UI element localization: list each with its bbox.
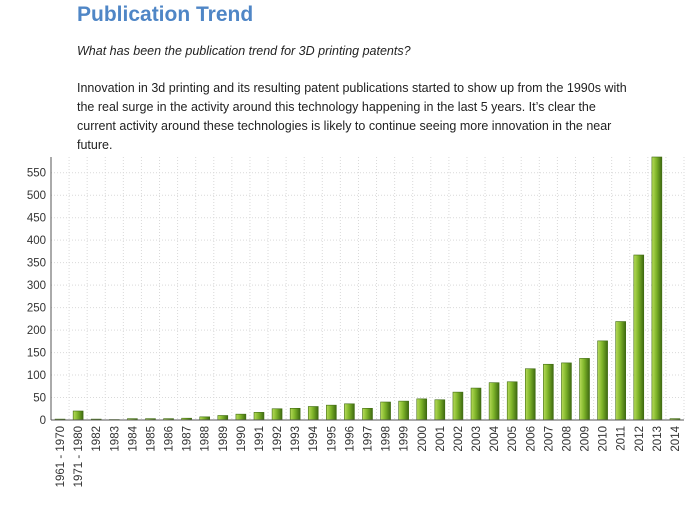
x-tick-label: 2007 <box>543 426 555 452</box>
page-description: Innovation in 3d printing and its result… <box>77 81 627 152</box>
y-tick-label: 250 <box>27 303 46 315</box>
y-axis-tick-labels: 0 50 100 150 200 250 300 350 400 450 500 550 <box>27 168 46 427</box>
y-tick-label: 200 <box>27 325 46 337</box>
bar <box>398 400 409 421</box>
bar <box>235 413 247 421</box>
x-tick-label: 1982 <box>91 426 103 452</box>
x-tick-label: 2012 <box>634 426 646 452</box>
x-tick-label: 1971 - 1980 <box>73 426 85 487</box>
y-tick-label: 50 <box>33 393 46 405</box>
bar <box>416 398 428 421</box>
x-tick-label: 2010 <box>598 426 610 452</box>
x-tick-label: 1993 <box>290 426 302 452</box>
x-tick-label: 2006 <box>525 426 537 452</box>
x-tick-label: 1983 <box>109 426 121 452</box>
bar <box>506 381 518 421</box>
y-tick-label: 500 <box>27 190 46 202</box>
bar <box>597 340 608 421</box>
x-tick-label: 2000 <box>417 426 429 452</box>
x-tick-label: 2001 <box>435 426 447 452</box>
x-tick-label: 1999 <box>399 426 411 452</box>
bar <box>253 412 265 421</box>
x-tick-label: 2011 <box>616 426 628 451</box>
x-tick-label: 1987 <box>182 426 194 452</box>
y-tick-label: 150 <box>27 348 46 360</box>
x-tick-label: 1990 <box>236 426 248 452</box>
y-tick-label: 100 <box>27 370 46 382</box>
x-tick-label: 2002 <box>453 426 465 452</box>
x-tick-label: 1988 <box>200 426 212 452</box>
bar-series <box>54 156 681 421</box>
grid-lines <box>50 157 685 421</box>
bar <box>633 254 645 421</box>
x-tick-label: 2008 <box>561 426 573 452</box>
page-title: Publication Trend <box>77 3 254 26</box>
publication-trend-chart: 0 50 100 150 200 250 300 350 400 450 500 550 1961 -… <box>27 156 685 487</box>
x-tick-label: 2014 <box>670 425 682 451</box>
bar <box>271 408 283 421</box>
bar <box>470 387 482 421</box>
x-tick-label: 1997 <box>363 426 375 452</box>
bar <box>380 401 391 421</box>
x-tick-label: 2005 <box>507 426 519 452</box>
x-tick-label: 1986 <box>164 426 176 452</box>
bar <box>72 410 84 421</box>
y-tick-label: 0 <box>40 415 46 427</box>
x-tick-label: 1985 <box>145 426 157 452</box>
x-tick-label: 1991 <box>254 426 266 452</box>
bar <box>344 403 355 421</box>
x-tick-label: 1994 <box>308 425 320 451</box>
x-tick-label: 1998 <box>381 426 393 452</box>
bar <box>579 358 590 421</box>
y-tick-label: 450 <box>27 213 46 225</box>
x-tick-label: 2004 <box>489 425 501 451</box>
page-question: What has been the publication trend for … <box>77 44 411 58</box>
bar <box>488 382 500 421</box>
bar <box>307 406 319 421</box>
x-tick-label: 2003 <box>471 426 483 452</box>
bar <box>434 399 446 421</box>
bar <box>217 415 229 421</box>
bar <box>452 391 464 421</box>
x-axis-tick-labels: 1961 - 1970 1971 - 1980 1982 1983 1984 1985 19… <box>55 425 682 487</box>
bar <box>651 156 663 421</box>
x-tick-label: 1992 <box>272 426 284 452</box>
y-tick-label: 300 <box>27 280 46 292</box>
x-tick-label: 1961 - 1970 <box>55 426 67 487</box>
y-tick-label: 350 <box>27 258 46 270</box>
y-tick-label: 400 <box>27 235 46 247</box>
bar <box>326 404 337 421</box>
bar <box>289 408 301 421</box>
bar <box>543 363 554 421</box>
bar <box>561 362 572 421</box>
x-tick-label: 2009 <box>580 426 592 452</box>
x-tick-label: 1989 <box>218 426 230 452</box>
bar <box>615 321 626 421</box>
x-tick-label: 1995 <box>326 426 338 452</box>
x-tick-label: 1996 <box>344 426 356 452</box>
x-tick-label: 1984 <box>127 425 139 451</box>
x-tick-label: 2013 <box>652 426 664 452</box>
bar <box>524 368 536 421</box>
bar <box>362 408 373 421</box>
y-tick-label: 550 <box>27 168 46 180</box>
